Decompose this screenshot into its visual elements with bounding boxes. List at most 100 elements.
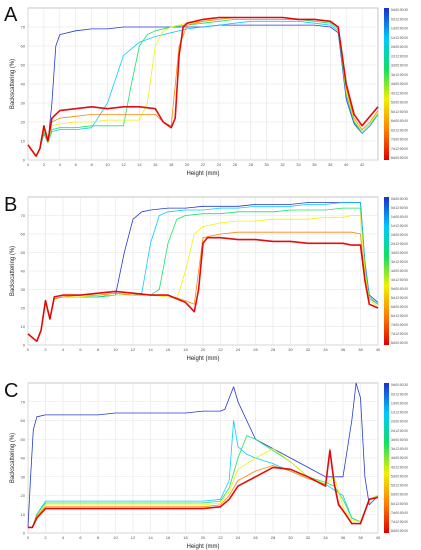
colorbar xyxy=(384,383,389,533)
x-tick-label: 0 xyxy=(27,535,30,540)
y-tick-label: 50 xyxy=(21,437,26,442)
x-tick-label: 4 xyxy=(62,535,65,540)
series-line xyxy=(27,382,379,528)
x-tick-label: 2 xyxy=(43,162,46,167)
colorbar-label: 3d:00:00:00 xyxy=(391,64,408,68)
colorbar-label: 6d:00:00:00 xyxy=(391,119,408,123)
y-tick-label: 10 xyxy=(21,139,26,144)
x-tick-label: 34 xyxy=(323,535,328,540)
colorbar-label: 4d:12:00:00 xyxy=(391,91,408,95)
y-tick-label: 50 xyxy=(21,250,26,255)
colorbar-label: 8d:00:00:00 xyxy=(391,529,408,533)
colorbar-label: 4d:12:00:00 xyxy=(391,465,408,469)
x-tick-label: 32 xyxy=(306,347,311,352)
colorbar-label: 8d:00:00:00 xyxy=(391,341,408,345)
y-axis-label: Backscattering (%) xyxy=(10,59,16,109)
colorbar-label: 4d:12:00:00 xyxy=(391,278,408,282)
x-tick-label: 10 xyxy=(113,535,118,540)
x-tick-label: 14 xyxy=(137,162,142,167)
colorbar-label: 6d:12:00:00 xyxy=(391,502,408,506)
x-tick-label: 6 xyxy=(75,162,78,167)
colorbar-label: 3d:12:00:00 xyxy=(391,260,408,264)
colorbar xyxy=(384,197,389,345)
colorbar-label: 1d:00:00:00 xyxy=(391,401,408,405)
x-tick-label: 4 xyxy=(62,347,65,352)
colorbar-label: 8d:00:00:00 xyxy=(391,156,408,160)
colorbar-label: 1d:12:00:00 xyxy=(391,224,408,228)
x-tick-label: 8 xyxy=(97,347,100,352)
y-tick-label: 60 xyxy=(21,232,26,237)
x-tick-label: 20 xyxy=(185,162,190,167)
x-tick-label: 12 xyxy=(121,162,126,167)
colorbar-label: 5d:12:00:00 xyxy=(391,296,408,300)
x-tick-label: 30 xyxy=(288,347,293,352)
y-tick-label: 40 xyxy=(21,456,26,461)
colorbar-label: 7d:00:00:00 xyxy=(391,323,408,327)
y-tick-label: 40 xyxy=(21,269,26,274)
x-tick-label: 24 xyxy=(236,347,241,352)
x-tick-label: 8 xyxy=(91,162,94,167)
series-line xyxy=(28,420,379,528)
panel-a: 0 2 4 6 8 10 12 14 16 18 20 22 24 26 28 30 32 34 36 38 40 420… xyxy=(10,7,408,177)
x-tick-label: 24 xyxy=(236,535,241,540)
x-tick-label: 6 xyxy=(79,535,82,540)
x-tick-label: 18 xyxy=(169,162,174,167)
series-line xyxy=(27,16,379,157)
y-tick-label: 20 xyxy=(21,120,26,125)
x-tick-label: 16 xyxy=(166,535,171,540)
x-tick-label: 34 xyxy=(296,162,301,167)
panel-label-b: B xyxy=(4,194,18,216)
x-tick-label: 28 xyxy=(271,347,276,352)
x-tick-label: 34 xyxy=(323,347,328,352)
x-tick-label: 40 xyxy=(344,162,349,167)
colorbar-label: 2d:12:00:00 xyxy=(391,242,408,246)
y-tick-label: 30 xyxy=(21,474,26,479)
colorbar-label: 2d:00:00:00 xyxy=(391,420,408,424)
x-tick-label: 2 xyxy=(44,347,47,352)
y-tick-label: 0 xyxy=(23,531,26,536)
x-tick-label: 20 xyxy=(201,347,206,352)
x-tick-label: 8 xyxy=(97,535,100,540)
x-tick-label: 18 xyxy=(183,535,188,540)
colorbar-label: 1d:00:00:00 xyxy=(391,215,408,219)
x-tick-label: 12 xyxy=(131,535,136,540)
colorbar-label: 4d:00:00:00 xyxy=(391,82,408,86)
colorbar-label: 1d:00:00:00 xyxy=(391,27,408,31)
x-tick-label: 22 xyxy=(218,347,223,352)
y-tick-label: 10 xyxy=(21,324,26,329)
colorbar-label: 6d:00:00:00 xyxy=(391,305,408,309)
x-tick-label: 0 xyxy=(27,162,30,167)
x-tick-label: 4 xyxy=(59,162,62,167)
y-tick-label: 30 xyxy=(21,101,26,106)
colorbar-label: 5d:00:00:00 xyxy=(391,474,408,478)
colorbar-label: 7d:00:00:00 xyxy=(391,138,408,142)
panel-c: 0 2 4 6 8 10 12 14 16 18 20 22 24 26 28 30 32 34 36 38 40010… xyxy=(10,382,408,550)
x-tick-label: 30 xyxy=(288,535,293,540)
x-tick-label: 42 xyxy=(360,162,365,167)
x-tick-label: 14 xyxy=(148,347,153,352)
panel-label-a: A xyxy=(4,4,18,26)
colorbar-label: 0d:00:00:30 xyxy=(391,197,408,201)
x-tick-label: 26 xyxy=(233,162,238,167)
x-tick-label: 36 xyxy=(341,347,346,352)
x-tick-label: 2 xyxy=(44,535,47,540)
x-tick-label: 24 xyxy=(217,162,222,167)
colorbar-label: 2d:12:00:00 xyxy=(391,54,408,58)
colorbar-label: 6d:12:00:00 xyxy=(391,128,408,132)
y-tick-label: 10 xyxy=(21,512,26,517)
colorbar-label: 3d:00:00:00 xyxy=(391,251,408,255)
colorbar-label: 7d:12:00:00 xyxy=(391,332,408,336)
colorbar-label: 5d:12:00:00 xyxy=(391,110,408,114)
colorbar-label: 6d:12:00:00 xyxy=(391,314,408,318)
colorbar xyxy=(384,8,389,160)
colorbar-label: 7d:12:00:00 xyxy=(391,147,408,151)
colorbar-label: 0d:12:00:00 xyxy=(391,17,408,21)
y-tick-label: 40 xyxy=(21,82,26,87)
colorbar-label: 2d:00:00:00 xyxy=(391,45,408,49)
y-tick-label: 70 xyxy=(21,25,26,30)
colorbar-label: 0d:00:00:30 xyxy=(391,8,408,12)
x-tick-label: 38 xyxy=(328,162,333,167)
x-tick-label: 10 xyxy=(105,162,110,167)
x-tick-label: 16 xyxy=(153,162,158,167)
